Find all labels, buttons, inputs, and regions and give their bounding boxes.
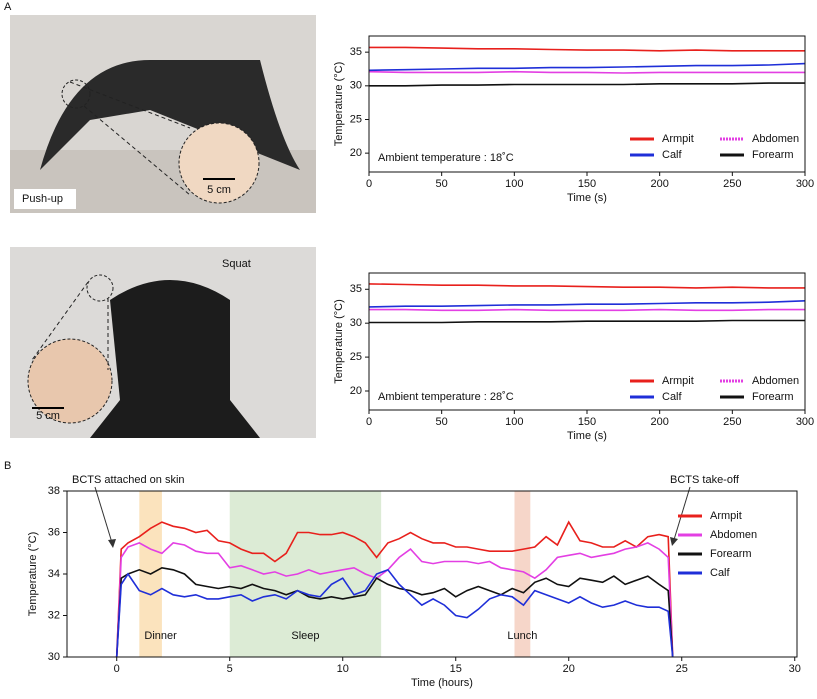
highlight-span <box>229 491 382 657</box>
series-line <box>369 82 805 87</box>
annotation: Ambient temperature : 18˚C <box>378 152 514 164</box>
series-line <box>369 308 805 312</box>
x-tick-label: 100 <box>505 178 523 190</box>
x-tick-label: 100 <box>505 416 523 428</box>
photo-circle <box>86 274 114 302</box>
x-tick-label: 200 <box>650 178 668 190</box>
photo-guide <box>69 81 191 129</box>
x-tick-label: 300 <box>796 178 814 190</box>
x-tick-label: 150 <box>578 416 596 428</box>
legend-label: Armpit <box>662 133 694 145</box>
y-axis-label: Temperature (°C) <box>27 532 39 616</box>
arrowhead <box>108 539 116 548</box>
scale-label: 5 cm <box>36 410 60 422</box>
series-line <box>368 70 805 74</box>
y-tick-label: 25 <box>350 351 362 363</box>
y-tick-label: 30 <box>48 651 60 663</box>
y-tick-label: 34 <box>48 568 60 580</box>
y-axis-label: Temperature (°C) <box>333 62 345 146</box>
photo-caption: Push-up <box>22 193 63 205</box>
photo-caption: Squat <box>222 258 251 270</box>
x-tick-label: 0 <box>366 178 372 190</box>
arrowhead <box>670 537 678 546</box>
legend-label: Forearm <box>752 391 794 403</box>
x-tick-label: 20 <box>563 663 575 675</box>
legend-label: Forearm <box>710 548 752 560</box>
y-tick-label: 30 <box>350 80 362 92</box>
series-line <box>115 568 674 658</box>
photo-circle <box>61 79 91 109</box>
span-label: Dinner <box>144 630 177 642</box>
x-tick-label: 25 <box>676 663 688 675</box>
series-line <box>115 566 674 658</box>
photo: 5 cm Push-up <box>10 15 316 213</box>
y-axis-label: Temperature (°C) <box>333 299 345 383</box>
legend-label: Calf <box>662 149 683 161</box>
x-tick-label: 5 <box>227 663 233 675</box>
legend-label: Forearm <box>752 149 794 161</box>
photo-figure <box>90 280 260 438</box>
y-tick-label: 20 <box>350 385 362 397</box>
y-tick-label: 35 <box>350 46 362 58</box>
x-tick-label: 50 <box>436 416 448 428</box>
caption-bg <box>14 189 76 209</box>
span-label: Lunch <box>507 630 537 642</box>
photo-guide <box>83 105 191 196</box>
y-tick-label: 35 <box>350 283 362 295</box>
x-axis-label: Time (s) <box>567 430 607 442</box>
legend-label: Abdomen <box>710 529 757 541</box>
x-tick-label: 150 <box>578 178 596 190</box>
legend-label: Armpit <box>710 510 742 522</box>
legend-label: Abdomen <box>752 133 799 145</box>
plot-frame <box>368 272 806 411</box>
x-tick-label: 200 <box>650 416 668 428</box>
series-line <box>368 62 806 72</box>
photo-guide <box>31 281 89 361</box>
x-tick-label: 15 <box>450 663 462 675</box>
scale-label: 5 cm <box>207 184 231 196</box>
legend-label: Calf <box>710 567 731 579</box>
photo: 5 cm Squat <box>10 247 316 438</box>
x-tick-label: 10 <box>337 663 349 675</box>
x-tick-label: 0 <box>114 663 120 675</box>
scale-bar <box>32 407 64 409</box>
photo-inset <box>27 338 113 424</box>
y-tick-label: 30 <box>350 317 362 329</box>
series-line <box>368 283 805 289</box>
panel-label: A <box>4 1 12 13</box>
series-line <box>369 319 805 324</box>
scale-bar <box>203 178 235 180</box>
y-tick-label: 20 <box>350 147 362 159</box>
legend-label: Armpit <box>662 375 694 387</box>
x-tick-label: 300 <box>796 416 814 428</box>
y-tick-label: 25 <box>350 113 362 125</box>
series-line <box>369 46 805 52</box>
annotation: Ambient temperature : 28˚C <box>378 391 514 403</box>
panel-label: B <box>4 460 11 472</box>
x-tick-label: 30 <box>789 663 801 675</box>
x-tick-label: 50 <box>436 178 448 190</box>
legend-label: Abdomen <box>752 375 799 387</box>
series-line <box>115 542 674 658</box>
highlight-span <box>514 491 531 657</box>
legend-label: Calf <box>662 391 683 403</box>
photo-inset <box>178 122 260 204</box>
y-tick-label: 36 <box>48 526 60 538</box>
annotation-arrow <box>94 486 114 547</box>
annotation: BCTS attached on skin <box>72 474 185 486</box>
y-tick-label: 38 <box>48 485 60 497</box>
x-tick-label: 250 <box>723 178 741 190</box>
x-tick-label: 250 <box>723 416 741 428</box>
x-axis-label: Time (s) <box>567 192 607 204</box>
x-tick-label: 0 <box>366 416 372 428</box>
annotation: BCTS take-off <box>670 474 740 486</box>
series-line <box>368 300 806 308</box>
x-axis-label: Time (hours) <box>411 677 473 689</box>
y-tick-label: 32 <box>48 609 60 621</box>
span-label: Sleep <box>291 630 319 642</box>
series-line <box>115 520 674 658</box>
